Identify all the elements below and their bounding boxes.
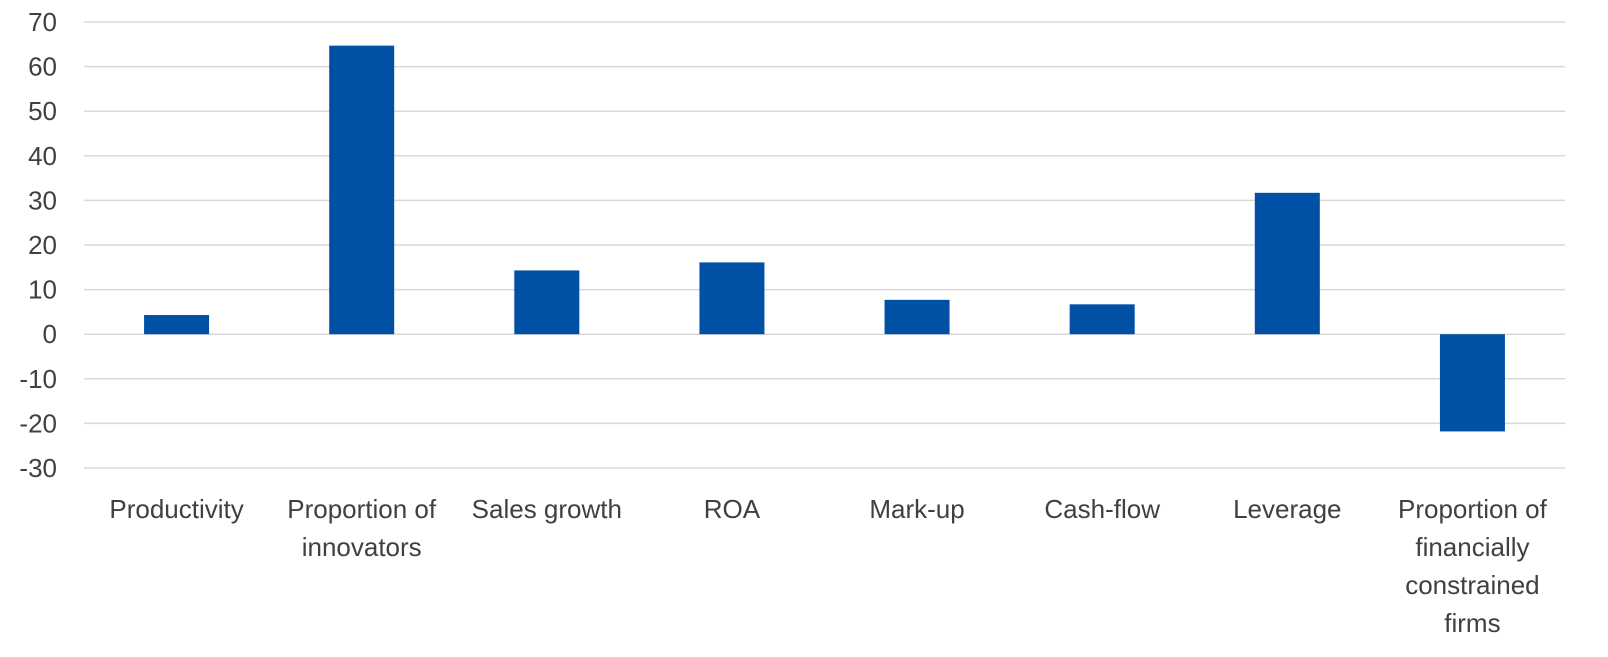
y-tick-label: -30 bbox=[19, 453, 57, 483]
x-category-label: Cash-flow bbox=[1044, 494, 1160, 524]
y-axis-ticks: 70 60 50 40 30 20 10 0 -10 -20 -30 bbox=[19, 7, 57, 483]
x-category-label-line: Cash-flow bbox=[1044, 494, 1160, 524]
x-category-label: ROA bbox=[704, 494, 761, 524]
bar bbox=[884, 299, 950, 335]
x-category-label-line: Leverage bbox=[1233, 494, 1341, 524]
y-tick-label: 30 bbox=[28, 185, 57, 215]
x-category-label: Proportion of innovators bbox=[287, 494, 437, 562]
x-category-label-line: constrained bbox=[1405, 570, 1539, 600]
x-category-label: Productivity bbox=[109, 494, 243, 524]
y-tick-label: 50 bbox=[28, 96, 57, 126]
bar bbox=[144, 315, 210, 335]
y-tick-label: 10 bbox=[28, 275, 57, 305]
gridlines bbox=[84, 21, 1565, 469]
x-category-label-line: Proportion of bbox=[287, 494, 437, 524]
y-tick-label: 0 bbox=[43, 319, 57, 349]
bar bbox=[514, 270, 580, 335]
bar bbox=[1439, 334, 1505, 432]
y-tick-label: 70 bbox=[28, 7, 57, 37]
y-tick-label: 20 bbox=[28, 230, 57, 260]
y-tick-label: 60 bbox=[28, 52, 57, 82]
x-category-label: Leverage bbox=[1233, 494, 1341, 524]
x-category-label-line: innovators bbox=[302, 532, 422, 562]
bar bbox=[1254, 192, 1320, 335]
y-tick-label: -10 bbox=[19, 364, 57, 394]
x-category-label-line: ROA bbox=[704, 494, 761, 524]
y-tick-label: -20 bbox=[19, 408, 57, 438]
y-tick-label: 40 bbox=[28, 141, 57, 171]
bar bbox=[329, 45, 395, 335]
x-category-label: Mark-up bbox=[869, 494, 964, 524]
bar bbox=[699, 262, 765, 335]
x-category-label: Sales growth bbox=[472, 494, 622, 524]
bars bbox=[144, 45, 1505, 432]
x-axis-labels: Productivity Proportion of innovators Sales… bbox=[109, 494, 1547, 638]
x-category-label-line: firms bbox=[1444, 608, 1500, 638]
x-category-label-line: Mark-up bbox=[869, 494, 964, 524]
x-category-label: Proportion of financially constrained firms bbox=[1398, 494, 1548, 638]
bar bbox=[1069, 304, 1135, 335]
x-category-label-line: financially bbox=[1415, 532, 1529, 562]
x-category-label-line: Productivity bbox=[109, 494, 243, 524]
x-category-label-line: Proportion of bbox=[1398, 494, 1548, 524]
x-category-label-line: Sales growth bbox=[472, 494, 622, 524]
